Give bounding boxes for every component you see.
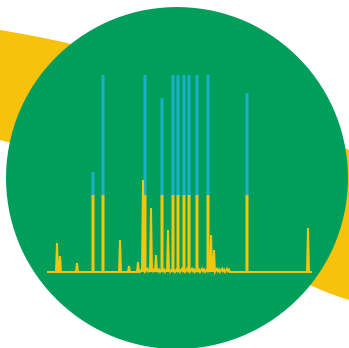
spectrum-baseline-trace bbox=[47, 179, 312, 276]
spectrum-peaks bbox=[91, 75, 249, 272]
